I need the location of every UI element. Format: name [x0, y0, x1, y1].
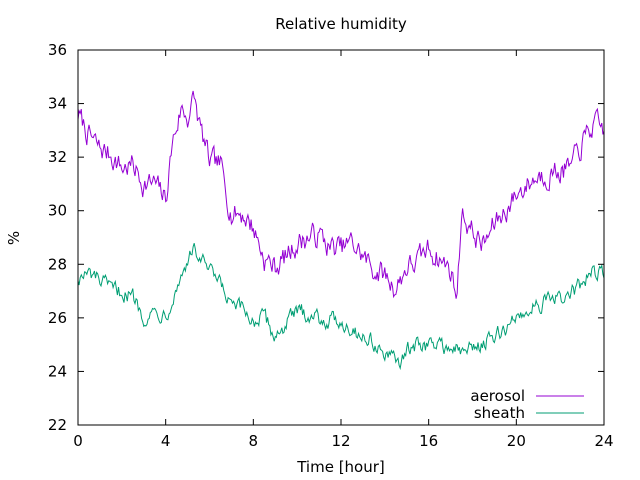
legend-label: sheath: [474, 404, 525, 422]
y-tick-label: 24: [48, 362, 67, 380]
legend-label: aerosol: [470, 387, 525, 405]
y-tick-label: 32: [48, 148, 67, 166]
x-axis-label: Time [hour]: [296, 458, 385, 476]
series-layer: [77, 90, 605, 371]
tick-layer: 0 4 8 12 16 20 24 22 24 26 28 30 32 34 36: [48, 41, 614, 450]
x-tick-label: 24: [594, 432, 613, 450]
plot-frame: [77, 49, 605, 426]
x-tick-label: 0: [73, 432, 83, 450]
x-tick-label: 12: [331, 432, 350, 450]
y-tick-label: 22: [48, 416, 67, 434]
y-tick-label: 36: [48, 41, 67, 59]
x-tick-label: 20: [507, 432, 526, 450]
series-line-sheath: [77, 243, 605, 371]
chart-title: Relative humidity: [275, 15, 407, 33]
y-axis-label: %: [5, 231, 23, 245]
x-tick-label: 8: [249, 432, 259, 450]
y-tick-label: 34: [48, 95, 67, 113]
x-tick-label: 16: [419, 432, 438, 450]
y-tick-label: 26: [48, 309, 67, 327]
series-line-aerosol: [77, 90, 605, 299]
y-tick-label: 30: [48, 202, 67, 220]
y-tick-label: 28: [48, 255, 67, 273]
x-tick-label: 4: [161, 432, 171, 450]
